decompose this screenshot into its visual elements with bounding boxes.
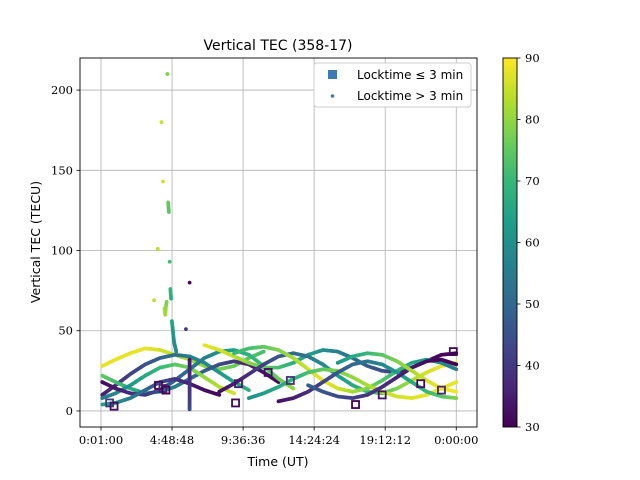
data-points <box>100 72 459 412</box>
data-point-short-locktime <box>437 385 446 395</box>
data-point <box>232 391 236 396</box>
data-point-short-locktime <box>377 390 387 400</box>
data-point <box>454 389 459 394</box>
colorbar-gradient <box>502 57 518 428</box>
series-13 <box>152 72 179 354</box>
data-point <box>166 210 171 214</box>
data-point <box>155 247 160 251</box>
y-tick-label: 100 <box>51 244 73 258</box>
series-3 <box>100 362 236 401</box>
y-tick-label: 50 <box>58 324 73 338</box>
data-point-short-locktime <box>109 401 119 411</box>
plot-background <box>80 58 477 427</box>
legend: Locktime ≤ 3 min Locktime > 3 min <box>313 62 472 108</box>
data-point <box>454 362 459 367</box>
legend-square-marker <box>328 70 337 79</box>
x-tick-label: 4:48:48 <box>150 433 194 447</box>
plot-frame <box>79 57 478 428</box>
data-point <box>161 179 165 184</box>
legend-dot-marker <box>330 94 335 98</box>
colorbar-tick-label: 70 <box>525 174 540 188</box>
data-point-short-locktime <box>263 368 273 377</box>
series-10 <box>276 359 459 404</box>
data-point <box>187 280 192 285</box>
plot-area: 0:01:00 4:48:48 9:36:36 14:24:24 19:12:12 0:0… <box>51 57 478 447</box>
axis-ticks: 0:01:00 4:48:48 9:36:36 14:24:24 19:12:12 0:0… <box>51 83 478 447</box>
data-point <box>167 259 172 264</box>
series-5 <box>100 376 222 407</box>
data-point <box>246 388 251 392</box>
x-tick-label: 0:01:00 <box>79 433 123 447</box>
colorbar-tick-label: 90 <box>525 51 540 65</box>
colorbar-tick-label: 60 <box>525 236 540 250</box>
data-point <box>165 72 170 76</box>
data-point <box>291 386 296 391</box>
series-12 <box>335 351 459 394</box>
series-14 <box>184 280 192 412</box>
colorbar-tick-label: 80 <box>525 113 540 127</box>
x-tick-label: 19:12:12 <box>359 433 411 447</box>
data-point <box>454 396 459 401</box>
y-axis-label: Vertical TEC (TECU) <box>28 181 43 303</box>
data-point-short-locktime <box>161 385 171 395</box>
data-point-short-locktime <box>234 379 243 389</box>
data-point-short-locktime <box>351 400 360 409</box>
data-point <box>184 327 188 332</box>
legend-box <box>313 62 472 108</box>
colorbar: 30 40 50 60 70 80 90 <box>502 51 540 434</box>
data-point <box>152 298 156 303</box>
y-tick-label: 150 <box>51 163 73 177</box>
legend-label-long-locktime: Locktime > 3 min <box>357 89 463 103</box>
data-point <box>164 299 169 304</box>
series-11 <box>306 357 459 401</box>
colorbar-tick-label: 30 <box>525 420 540 434</box>
series-7 <box>217 351 459 396</box>
data-point <box>454 380 459 384</box>
data-point <box>261 349 266 354</box>
series-9 <box>246 367 459 401</box>
x-axis-label: Time (UT) <box>246 454 308 469</box>
data-point-short-locktime <box>448 347 458 356</box>
colorbar-ticks: 30 40 50 60 70 80 90 <box>517 51 540 434</box>
colorbar-tick-label: 40 <box>525 359 540 373</box>
colorbar-tick-label: 50 <box>525 297 540 311</box>
data-point <box>159 120 164 125</box>
chart-title: Vertical TEC (358-17) <box>204 38 353 54</box>
data-point-short-locktime <box>416 379 426 389</box>
x-tick-label: 14:24:24 <box>288 433 340 447</box>
data-point-short-locktime <box>231 398 240 408</box>
y-tick-label: 200 <box>51 83 73 97</box>
data-point <box>454 367 459 372</box>
data-point <box>169 296 174 301</box>
data-point-short-locktime <box>285 376 295 385</box>
data-point <box>187 407 192 412</box>
data-point <box>217 393 222 397</box>
data-point <box>174 349 179 354</box>
x-tick-label: 0:00:00 <box>434 433 478 447</box>
series-8 <box>232 344 459 394</box>
x-tick-label: 9:36:36 <box>221 433 265 447</box>
y-tick-label: 0 <box>66 404 73 418</box>
series-15 <box>105 347 458 411</box>
legend-label-short-locktime: Locktime ≤ 3 min <box>357 68 463 82</box>
